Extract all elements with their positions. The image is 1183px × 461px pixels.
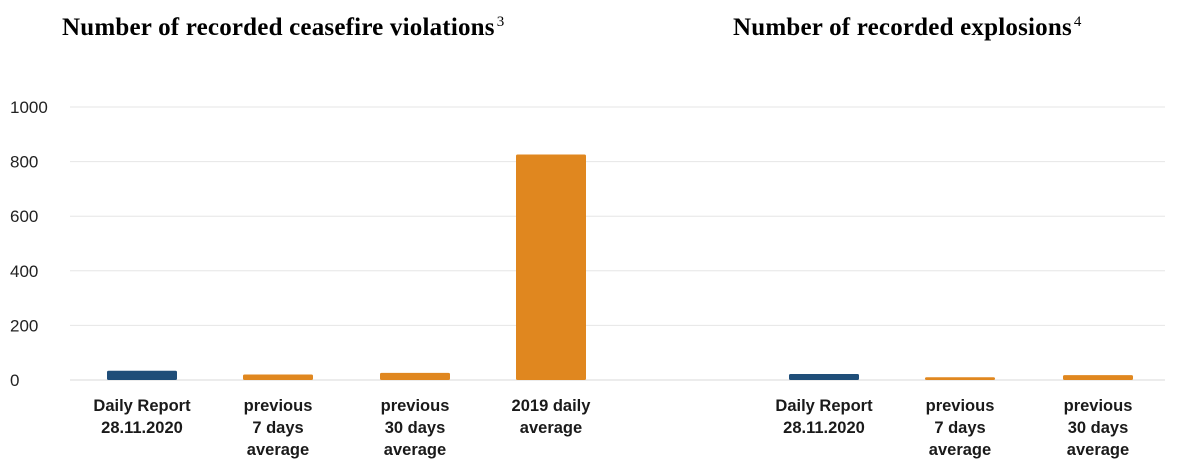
footnote-marker-3: 3: [496, 14, 505, 30]
chart-title-violations: Number of recorded ceasefire violations 3: [62, 14, 504, 42]
chart-title-violations-text: Number of recorded ceasefire violations: [62, 14, 495, 41]
x-tick-label: 28.11.2020: [101, 419, 183, 437]
x-tick-label: average: [520, 419, 582, 437]
x-tick-label: 28.11.2020: [783, 419, 865, 437]
y-tick-label: 400: [10, 262, 38, 281]
x-tick-label: 7 days: [934, 419, 985, 437]
bar-explosions-1: [925, 377, 995, 380]
x-tick-label: average: [384, 441, 446, 459]
bar-violations-3: [516, 154, 586, 380]
x-tick-label: previous: [244, 397, 313, 415]
bar-violations-0: [107, 370, 177, 380]
chart-title-explosions-text: Number of recorded explosions: [733, 14, 1072, 41]
y-tick-label: 600: [10, 207, 38, 226]
x-tick-label: Daily Report: [93, 397, 191, 415]
footnote-marker-4: 4: [1073, 14, 1082, 30]
x-tick-label: average: [929, 441, 991, 459]
bar-explosions-0: [789, 373, 859, 380]
x-tick-label: 30 days: [1068, 419, 1129, 437]
x-tick-label: 30 days: [385, 419, 446, 437]
bar-violations-2: [380, 372, 450, 380]
x-tick-label: 2019 daily: [512, 397, 592, 415]
x-tick-label: 7 days: [252, 419, 303, 437]
y-tick-label: 800: [10, 153, 38, 172]
x-tick-label: previous: [1064, 397, 1133, 415]
x-tick-label: previous: [381, 397, 450, 415]
x-tick-label: average: [247, 441, 309, 459]
x-tick-label: Daily Report: [775, 397, 873, 415]
chart-title-explosions: Number of recorded explosions 4: [733, 14, 1082, 42]
y-tick-label: 1000: [10, 98, 48, 117]
x-tick-label: previous: [926, 397, 995, 415]
bar-explosions-2: [1063, 375, 1133, 380]
bar-violations-1: [243, 374, 313, 380]
y-tick-label: 0: [10, 371, 19, 390]
x-tick-label: average: [1067, 441, 1129, 459]
y-tick-label: 200: [10, 316, 38, 335]
